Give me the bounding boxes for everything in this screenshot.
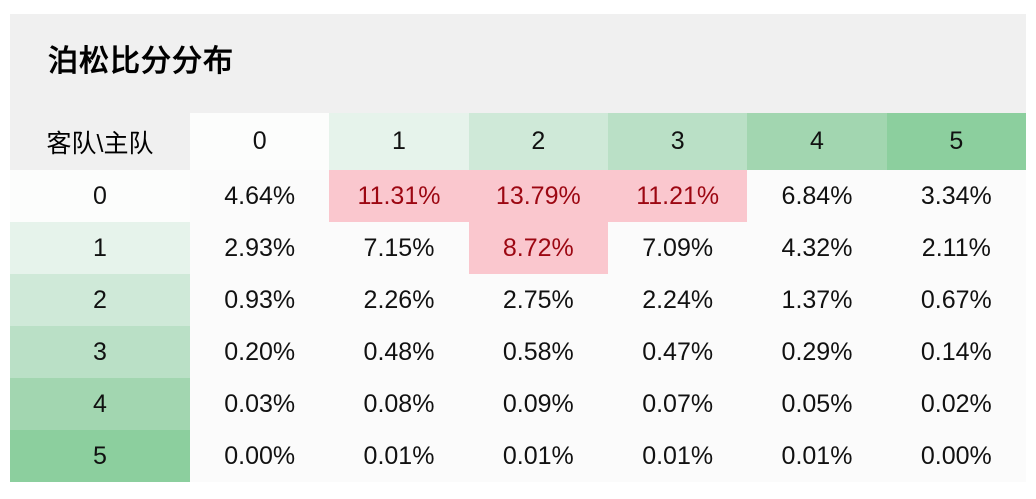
page-title: 泊松比分分布 [48, 45, 234, 78]
score-cell-2-3: 2.24% [607, 274, 748, 326]
score-cell-0-1: 11.31% [329, 170, 469, 222]
row-header-5: 5 [10, 430, 190, 482]
score-cell-5-0: 0.00% [190, 430, 330, 482]
score-cell-3-5: 0.14% [886, 326, 1026, 378]
score-cell-4-1: 0.08% [329, 378, 469, 430]
col-header-3: 3 [607, 113, 748, 170]
score-cell-4-0: 0.03% [190, 378, 330, 430]
score-cell-5-3: 0.01% [607, 430, 748, 482]
col-header-2: 2 [468, 113, 608, 170]
col-header-5: 5 [886, 113, 1026, 170]
score-cell-3-1: 0.48% [329, 326, 469, 378]
col-header-1: 1 [329, 113, 469, 170]
score-cell-0-4: 6.84% [747, 170, 887, 222]
row-header-3: 3 [10, 326, 190, 378]
score-cell-3-4: 0.29% [747, 326, 887, 378]
score-cell-1-5: 2.11% [886, 222, 1026, 274]
row-header-1: 1 [10, 222, 190, 274]
score-cell-3-2: 0.58% [468, 326, 608, 378]
corner-label: 客队\主队 [46, 129, 154, 158]
score-cell-0-2: 13.79% [468, 170, 608, 222]
row-header-0: 0 [10, 170, 190, 222]
score-cell-5-5: 0.00% [886, 430, 1026, 482]
score-cell-1-3: 7.09% [607, 222, 748, 274]
score-cell-0-5: 3.34% [886, 170, 1026, 222]
poisson-distribution-panel: 泊松比分分布 客队\主队 0 1 2 3 4 5 0 4.64% 11.31% 13.79% 11.2… [10, 14, 1026, 482]
score-distribution-heatmap: 客队\主队 0 1 2 3 4 5 0 4.64% 11.31% 13.79% 11.21% 6.84%… [10, 113, 1026, 482]
score-cell-4-3: 0.07% [607, 378, 748, 430]
score-cell-0-0: 4.64% [190, 170, 330, 222]
row-header-4: 4 [10, 378, 190, 430]
score-cell-4-5: 0.02% [886, 378, 1026, 430]
score-cell-2-2: 2.75% [468, 274, 608, 326]
score-cell-5-4: 0.01% [747, 430, 887, 482]
score-cell-0-3: 11.21% [607, 170, 748, 222]
score-cell-5-2: 0.01% [468, 430, 608, 482]
score-cell-2-0: 0.93% [190, 274, 330, 326]
score-cell-2-5: 0.67% [886, 274, 1026, 326]
col-header-0: 0 [190, 113, 330, 170]
score-cell-1-0: 2.93% [190, 222, 330, 274]
score-cell-2-1: 2.26% [329, 274, 469, 326]
score-cell-3-3: 0.47% [607, 326, 748, 378]
col-header-4: 4 [747, 113, 887, 170]
score-cell-2-4: 1.37% [747, 274, 887, 326]
score-cell-1-1: 7.15% [329, 222, 469, 274]
score-cell-3-0: 0.20% [190, 326, 330, 378]
score-cell-1-2: 8.72% [468, 222, 608, 274]
score-cell-4-4: 0.05% [747, 378, 887, 430]
score-cell-5-1: 0.01% [329, 430, 469, 482]
row-header-2: 2 [10, 274, 190, 326]
score-cell-1-4: 4.32% [747, 222, 887, 274]
score-cell-4-2: 0.09% [468, 378, 608, 430]
